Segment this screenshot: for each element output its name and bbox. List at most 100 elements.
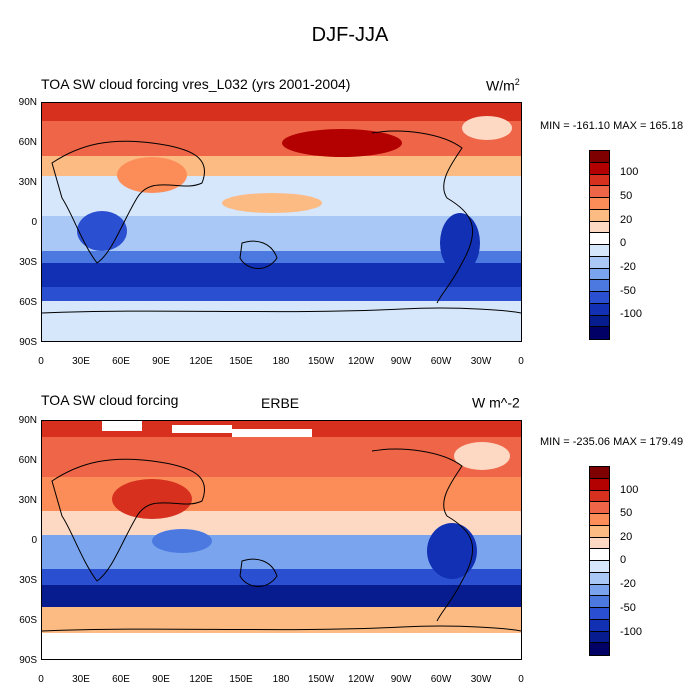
region-greenland	[454, 442, 510, 470]
band-arctic	[42, 103, 521, 121]
panel1-minmax: MIN = -161.10 MAX = 165.18	[540, 120, 684, 132]
p1-lon-60e: 60E	[112, 356, 130, 367]
cbar2-swatch-14	[590, 631, 609, 644]
cbar1-label-20: 20	[620, 214, 633, 226]
panel2-colorbar	[589, 466, 610, 656]
p2-lon-150w: 150W	[307, 674, 335, 685]
band-northern-midlat	[42, 437, 521, 477]
cbar2-swatch-9	[590, 572, 609, 585]
cbar2-swatch-10	[590, 584, 609, 597]
panel1-map-plot	[42, 103, 521, 341]
cbar2-swatch-12	[590, 608, 609, 620]
p1-lon-90w: 90W	[390, 356, 412, 367]
band-subpolar	[42, 287, 521, 301]
missing-data-2	[172, 425, 232, 433]
cbar2-label-20: 20	[620, 531, 633, 543]
band-antarctica	[42, 607, 521, 633]
p2-lat-30n: 30N	[18, 495, 37, 506]
cbar1-swatch-12	[590, 292, 609, 304]
panel1-colorbar	[589, 150, 610, 340]
panel2-center-title: ERBE	[261, 395, 300, 411]
panel1-units-sup: 2	[514, 77, 520, 87]
p2-lon-90w: 90W	[390, 674, 412, 685]
cbar2-swatch-0	[590, 467, 609, 479]
p1-lat-60s: 60S	[19, 297, 37, 308]
p2-lon-120e: 120E	[189, 674, 213, 685]
cbar2-swatch-11	[590, 596, 609, 608]
band-northern-midlat	[42, 121, 521, 156]
p1-lon-120w: 120W	[347, 356, 375, 367]
cbar1-swatch-9	[590, 256, 609, 269]
p1-lat-0: 0	[31, 217, 37, 228]
region-greenland	[462, 116, 512, 140]
p2-lon-30w: 30W	[470, 674, 492, 685]
p1-lon-150w: 150W	[307, 356, 335, 367]
cbar2-label-0: 0	[620, 554, 627, 566]
cbar1-swatch-13	[590, 303, 609, 316]
band-southern-ocean	[42, 585, 521, 607]
coastline-australia	[239, 558, 278, 587]
cbar2-swatch-1	[590, 478, 609, 491]
cbar1-swatch-2	[590, 174, 609, 187]
p2-lon-120w: 120W	[347, 674, 375, 685]
cbar2-swatch-6	[590, 537, 609, 550]
cbar1-label-0: 0	[620, 237, 627, 249]
p1-lon-30e: 30E	[72, 356, 90, 367]
region-pacific-pos	[222, 193, 322, 213]
coastline-antarctica	[42, 307, 521, 314]
panel1-units-base: W/m	[486, 77, 515, 94]
p2-lat-30s: 30S	[19, 575, 37, 586]
p1-lon-30w: 30W	[470, 356, 492, 367]
cbar1-swatch-1	[590, 162, 609, 175]
p2-lon-30e: 30E	[72, 674, 90, 685]
p2-lon-0: 0	[38, 674, 44, 685]
p2-lon-60e: 60E	[112, 674, 130, 685]
p1-lon-180: 180	[272, 356, 290, 367]
missing-data-3	[232, 429, 312, 437]
cbar1-swatch-15	[590, 327, 609, 339]
coastline-americas	[371, 448, 474, 622]
p2-lon-60w: 60W	[430, 674, 452, 685]
cbar2-label-m100: -100	[620, 626, 643, 638]
region-samerica-low	[440, 213, 480, 273]
p1-lon-60w: 60W	[430, 356, 452, 367]
band-south-midlat	[42, 251, 521, 263]
cbar1-swatch-5	[590, 209, 609, 222]
band-subtropics	[42, 156, 521, 176]
p1-lon-90e: 90E	[152, 356, 170, 367]
cbar2-swatch-5	[590, 525, 609, 538]
p1-lon-0: 0	[38, 356, 44, 367]
cbar1-label-m20: -20	[620, 261, 636, 273]
p1-lat-30s: 30S	[19, 257, 37, 268]
region-indian-low	[152, 529, 212, 553]
cbar1-swatch-14	[590, 315, 609, 328]
cbar1-swatch-4	[590, 198, 609, 210]
cbar2-swatch-2	[590, 490, 609, 503]
region-samerica-low	[427, 523, 477, 579]
p2-lon-150e: 150E	[229, 674, 253, 685]
cbar2-label-m50: -50	[620, 602, 636, 614]
p1-lat-90s: 90S	[19, 337, 37, 348]
panel1-units: W/m2	[486, 77, 520, 94]
p2-lat-60s: 60S	[19, 615, 37, 626]
p2-lon-0-end: 0	[518, 674, 524, 685]
cbar1-swatch-7	[590, 233, 609, 245]
p2-lon-90e: 90E	[152, 674, 170, 685]
panel2-left-title: TOA SW cloud forcing	[41, 392, 179, 408]
coastline-americas	[371, 130, 474, 304]
figure-title: DJF-JJA	[311, 24, 389, 46]
p1-lon-0-end: 0	[518, 356, 524, 367]
cbar2-swatch-7	[590, 549, 609, 561]
region-npacific-high	[282, 129, 402, 157]
cbar1-swatch-11	[590, 280, 609, 292]
cbar1-label-m100: -100	[620, 308, 643, 320]
panel2-map	[41, 420, 522, 660]
panel1-left-title: TOA SW cloud forcing vres_L032 (yrs 2001…	[41, 76, 351, 92]
cbar2-label-50: 50	[620, 507, 633, 519]
cbar2-swatch-13	[590, 619, 609, 632]
cbar2-swatch-4	[590, 514, 609, 526]
panel2-map-plot	[42, 421, 521, 659]
band-southern-ocean	[42, 263, 521, 287]
region-asia-high	[117, 157, 187, 193]
cbar1-swatch-10	[590, 268, 609, 281]
